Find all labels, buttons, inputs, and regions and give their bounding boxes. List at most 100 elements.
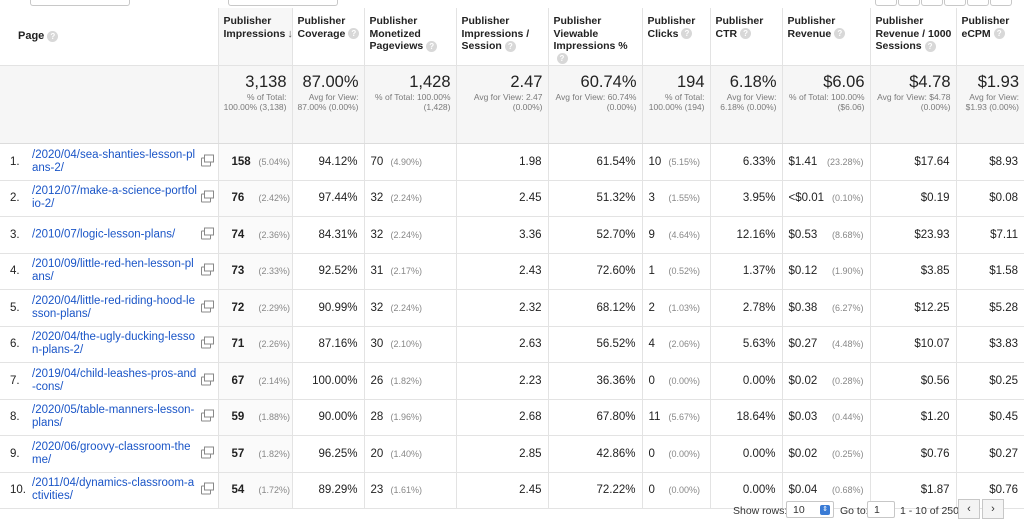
page-link[interactable]: /2011/04/dynamics-classroom-activities/ — [32, 477, 195, 503]
help-icon[interactable]: ? — [681, 28, 693, 40]
impr-session-value: 2.32 — [519, 301, 542, 314]
table-row: 7. /2019/04/child-leashes-pros-and-cons/6… — [0, 362, 1024, 400]
view-toggle-button[interactable] — [990, 0, 1012, 6]
help-icon[interactable]: ? — [348, 28, 360, 40]
toolbar-control[interactable] — [228, 0, 338, 6]
view-toggle-button[interactable] — [898, 0, 920, 6]
column-header-ctr[interactable]: Publisher CTR? — [710, 8, 783, 66]
goto-input[interactable]: 1 — [867, 501, 895, 518]
impr-session-cell: 1.98 — [456, 143, 549, 181]
sort-down-arrow-icon[interactable]: ↓ — [287, 27, 293, 40]
monetized-percent: (2.24%) — [390, 193, 423, 204]
page-range: 1 - 10 of 250 — [900, 505, 959, 517]
table-row: 3. /2010/07/logic-lesson-plans/74 (2.36%) 8… — [0, 216, 1024, 254]
impressions-percent: (1.88%) — [258, 412, 291, 423]
page-link[interactable]: /2010/07/logic-lesson-plans/ — [32, 228, 176, 241]
viewable-cell: 72.60% — [548, 253, 643, 290]
page-link[interactable]: /2020/04/sea-shanties-lesson-plans-2/ — [32, 148, 196, 174]
monetized-value: 26 — [370, 374, 384, 387]
revenue-percent: (0.10%) — [831, 193, 864, 204]
help-icon[interactable]: ? — [834, 28, 846, 40]
impressions-cell: 67 (2.14%) — [218, 362, 293, 400]
impressions-percent: (2.14%) — [258, 375, 291, 386]
column-header-revenue[interactable]: Publisher Revenue? — [782, 8, 871, 66]
open-in-new-window-icon[interactable] — [200, 446, 214, 459]
ctr-cell: 1.37% — [710, 253, 783, 290]
revenue-value: $0.38 — [788, 301, 818, 314]
open-in-new-window-icon[interactable] — [200, 154, 214, 167]
open-in-new-window-icon[interactable] — [200, 190, 214, 203]
page-link[interactable]: /2019/04/child-leashes-pros-and-cons/ — [32, 367, 197, 393]
view-toggle-button[interactable] — [921, 0, 943, 6]
revenue-percent: (0.25%) — [831, 448, 864, 459]
rev-1000-cell: $3.85 — [870, 253, 957, 290]
totals-value: $1.93 — [977, 73, 1019, 91]
coverage-value: 94.12% — [318, 155, 358, 168]
column-header-impressions[interactable]: Publisher Impressions ↓ — [218, 8, 293, 66]
totals-value: $4.78 — [909, 73, 951, 91]
clicks-cell: 4 (2.06%) — [642, 326, 711, 363]
ecpm-cell: $8.93 — [956, 143, 1024, 181]
help-icon[interactable]: ? — [47, 30, 59, 42]
next-page-button[interactable]: › — [982, 499, 1004, 519]
impr-session-value: 3.36 — [519, 228, 542, 241]
page-link[interactable]: /2020/04/little-red-riding-hood-lesson-p… — [32, 294, 196, 320]
help-icon[interactable]: ? — [740, 28, 752, 40]
page-link[interactable]: /2020/05/table-manners-lesson-plans/ — [32, 404, 195, 430]
revenue-percent: (8.68%) — [831, 229, 864, 240]
clicks-value: 2 — [648, 301, 655, 314]
toolbar-control[interactable] — [30, 0, 130, 6]
totals-value: 1,428 — [409, 73, 451, 91]
impressions-cell: 57 (1.82%) — [218, 435, 293, 473]
column-header-monetized[interactable]: Publisher Monetized Pageviews? — [364, 8, 457, 66]
open-in-new-window-icon[interactable] — [200, 300, 214, 313]
coverage-cell: 90.99% — [292, 289, 365, 327]
revenue-cell: $0.02 (0.25%) — [782, 435, 871, 473]
rev-1000-value: $17.64 — [914, 155, 950, 168]
totals-clicks: 194% of Total: 100.00% (194) — [642, 65, 711, 144]
column-header-coverage[interactable]: Publisher Coverage? — [292, 8, 365, 66]
open-in-new-window-icon[interactable] — [200, 409, 214, 422]
help-icon[interactable]: ? — [924, 40, 936, 52]
column-header-viewable[interactable]: Publisher Viewable Impressions %? — [548, 8, 643, 66]
impressions-percent: (2.26%) — [258, 339, 291, 350]
view-toggle-button[interactable] — [875, 0, 897, 6]
page-link[interactable]: /2012/07/make-a-science-portfolio-2/ — [32, 185, 197, 211]
clicks-value: 0 — [648, 374, 655, 387]
column-header-impr-session[interactable]: Publisher Impressions / Session? — [456, 8, 549, 66]
ecpm-value: $0.76 — [989, 484, 1018, 497]
column-header-page[interactable]: Page? — [0, 8, 219, 66]
row-number: 5. — [10, 301, 20, 314]
page-link[interactable]: /2020/04/the-ugly-ducking-lesson-plans-2… — [32, 331, 196, 357]
page-cell: 5. /2020/04/little-red-riding-hood-lesson… — [0, 289, 219, 327]
impr-session-value: 2.45 — [519, 484, 542, 497]
open-in-new-window-icon[interactable] — [200, 373, 214, 386]
open-in-new-window-icon[interactable] — [200, 482, 214, 495]
page-link[interactable]: /2010/09/little-red-hen-lesson-plans/ — [32, 258, 194, 284]
viewable-value: 68.12% — [596, 301, 636, 314]
help-icon[interactable]: ? — [426, 40, 438, 52]
prev-page-button[interactable]: ‹ — [958, 499, 980, 519]
impr-session-cell: 2.23 — [456, 362, 549, 400]
show-rows-select[interactable]: 10 ⇕ — [786, 501, 834, 518]
open-in-new-window-icon[interactable] — [200, 227, 214, 240]
impressions-cell: 59 (1.88%) — [218, 399, 293, 436]
row-number: 1. — [10, 155, 20, 168]
column-header-clicks[interactable]: Publisher Clicks? — [642, 8, 711, 66]
totals-sub: Avg for View: 2.47 (0.00%) — [473, 92, 543, 112]
help-icon[interactable]: ? — [556, 53, 568, 65]
view-toggle-button[interactable] — [944, 0, 966, 6]
column-header-ecpm[interactable]: Publisher eCPM? — [956, 8, 1024, 66]
column-header-rev-1000[interactable]: Publisher Revenue / 1000 Sessions? — [870, 8, 957, 66]
clicks-percent: (0.52%) — [668, 266, 701, 277]
page-link[interactable]: /2020/06/groovy-classroom-theme/ — [32, 440, 191, 466]
viewable-cell: 42.86% — [548, 435, 643, 473]
help-icon[interactable]: ? — [993, 28, 1005, 40]
view-toggle-button[interactable] — [967, 0, 989, 6]
chevron-right-icon: › — [991, 503, 995, 515]
impressions-percent: (2.33%) — [258, 266, 291, 277]
open-in-new-window-icon[interactable] — [200, 263, 214, 276]
help-icon[interactable]: ? — [504, 40, 516, 52]
open-in-new-window-icon[interactable] — [200, 336, 214, 349]
rev-1000-cell: $0.19 — [870, 180, 957, 217]
